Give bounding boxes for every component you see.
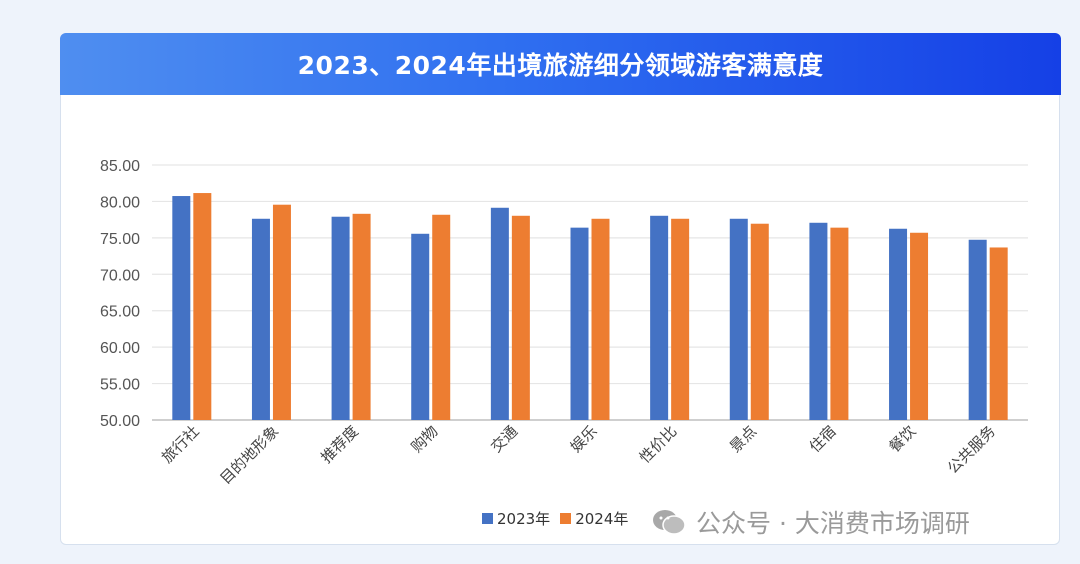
bar-2024	[272, 204, 291, 420]
bar-2024	[750, 223, 769, 420]
legend-label-2024: 2024年	[575, 510, 629, 528]
bar-2024	[910, 232, 929, 420]
watermark-text: 公众号 · 大消费市场调研	[696, 509, 970, 538]
legend: 2023年 2024年	[482, 508, 638, 529]
x-tick-label: 住宿	[806, 422, 840, 456]
legend-item-2023: 2023年	[482, 508, 550, 529]
y-tick-label: 55.00	[100, 377, 140, 394]
y-tick-label: 85.00	[100, 158, 140, 175]
bar-2023	[172, 196, 191, 420]
bar-2023	[650, 215, 669, 420]
watermark: 公众号 · 大消费市场调研	[652, 504, 970, 540]
x-tick-label: 购物	[408, 422, 442, 456]
y-tick-label: 80.00	[100, 194, 140, 211]
bar-2023	[411, 233, 430, 420]
bar-2024	[432, 214, 451, 420]
y-tick-label: 75.00	[100, 231, 140, 248]
bar-2023	[729, 218, 748, 420]
x-tick-label: 餐饮	[885, 422, 919, 456]
bar-2023	[968, 239, 987, 420]
bar-2024	[193, 193, 212, 420]
legend-label-2023: 2023年	[497, 510, 551, 528]
bar-2023	[809, 222, 828, 420]
y-tick-label: 70.00	[100, 267, 140, 284]
y-tick-label: 60.00	[100, 340, 140, 357]
bar-2024	[830, 227, 849, 420]
wechat-icon	[653, 510, 686, 535]
bar-2024	[671, 218, 690, 420]
chart-title: 2023、2024年出境旅游细分领域游客满意度	[297, 51, 824, 80]
x-tick-label: 娱乐	[567, 422, 601, 456]
bar-2023	[331, 216, 350, 420]
x-tick-label: 交通	[487, 422, 521, 456]
bar-2024	[511, 215, 530, 420]
bar-2023	[570, 227, 589, 420]
x-tick-label: 性价比	[636, 422, 681, 467]
bar-2023	[251, 218, 270, 420]
y-tick-label: 50.00	[100, 413, 140, 430]
y-tick-label: 65.00	[100, 304, 140, 321]
bar-2024	[352, 213, 371, 420]
x-tick-label: 推荐度	[317, 422, 362, 467]
bar-2023	[490, 207, 509, 420]
legend-swatch-2024	[560, 513, 572, 524]
bar-2024	[989, 247, 1008, 420]
bar-2023	[889, 228, 908, 420]
legend-item-2024: 2024年	[560, 508, 628, 529]
x-tick-label: 目的地形象	[217, 422, 283, 488]
x-tick-label: 景点	[726, 422, 760, 456]
x-tick-label: 旅行社	[158, 422, 203, 467]
bar-2024	[591, 218, 610, 420]
x-tick-label: 公共服务	[944, 422, 999, 477]
legend-swatch-2023	[482, 513, 493, 524]
chart-header: 2023、2024年出境旅游细分领域游客满意度	[60, 33, 1061, 95]
